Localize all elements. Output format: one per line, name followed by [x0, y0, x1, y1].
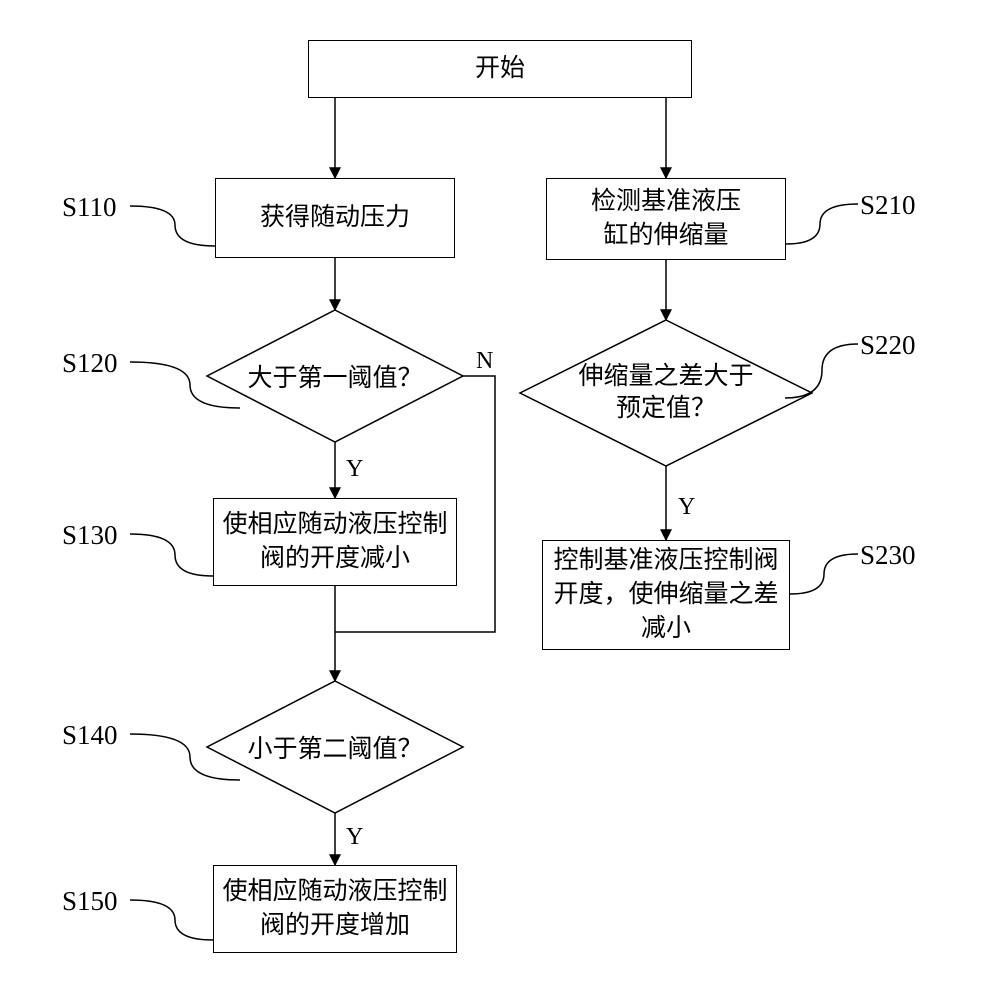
node-s130: 使相应随动液压控制 阀的开度减小	[213, 498, 457, 586]
edge-label-s120-y: Y	[346, 456, 363, 483]
label-s230-text: S230	[860, 540, 916, 570]
flowchart-canvas: 开始 获得随动压力 使相应随动液压控制 阀的开度减小 使相应随动液压控制 阀的开…	[0, 0, 1000, 983]
node-s140-text: 小于第二阈值？	[247, 729, 422, 765]
label-s210-text: S210	[860, 190, 916, 220]
label-s150-text: S150	[62, 886, 118, 916]
node-s150: 使相应随动液压控制 阀的开度增加	[213, 865, 457, 953]
node-s130-text: 使相应随动液压控制 阀的开度减小	[222, 508, 447, 576]
diamond-layer	[0, 0, 1000, 983]
label-s210: S210	[860, 190, 916, 221]
label-s120-text: S120	[62, 348, 118, 378]
node-s120-text: 大于第一阈值？	[247, 358, 422, 394]
label-s140-text: S140	[62, 720, 118, 750]
label-s220-text: S220	[860, 330, 916, 360]
node-s140: 小于第二阈值？	[207, 721, 463, 773]
node-s220: 伸缩量之差大于 预定值？	[520, 356, 812, 430]
node-s210-text: 检测基准液压 缸的伸缩量	[591, 185, 741, 253]
edge-label-s220-y-text: Y	[678, 494, 695, 520]
node-s230: 控制基准液压控制阀 开度，使伸缩量之差 减小	[542, 540, 790, 650]
label-s130: S130	[62, 520, 118, 551]
node-s110-text: 获得随动压力	[260, 201, 410, 235]
label-s220: S220	[860, 330, 916, 361]
edge-label-s220-y: Y	[678, 494, 695, 521]
node-s210: 检测基准液压 缸的伸缩量	[546, 178, 786, 260]
label-s140: S140	[62, 720, 118, 751]
node-start: 开始	[308, 40, 692, 98]
label-s230: S230	[860, 540, 916, 571]
node-s150-text: 使相应随动液压控制 阀的开度增加	[222, 875, 447, 943]
node-s230-text: 控制基准液压控制阀 开度，使伸缩量之差 减小	[553, 544, 778, 645]
label-s110: S110	[62, 192, 117, 223]
node-start-text: 开始	[475, 52, 525, 86]
label-s150: S150	[62, 886, 118, 917]
label-s130-text: S130	[62, 520, 118, 550]
label-s110-text: S110	[62, 192, 117, 222]
connector-layer	[0, 0, 1000, 983]
edge-label-s140-y-text: Y	[346, 824, 363, 850]
node-s120: 大于第一阈值？	[207, 350, 463, 402]
edge-label-s140-y: Y	[346, 824, 363, 851]
node-s220-text: 伸缩量之差大于 预定值？	[578, 361, 753, 426]
label-s120: S120	[62, 348, 118, 379]
edge-label-s120-n-text: N	[476, 348, 493, 374]
edge-label-s120-y-text: Y	[346, 456, 363, 482]
edge-label-s120-n: N	[476, 348, 493, 375]
node-s110: 获得随动压力	[215, 178, 455, 258]
